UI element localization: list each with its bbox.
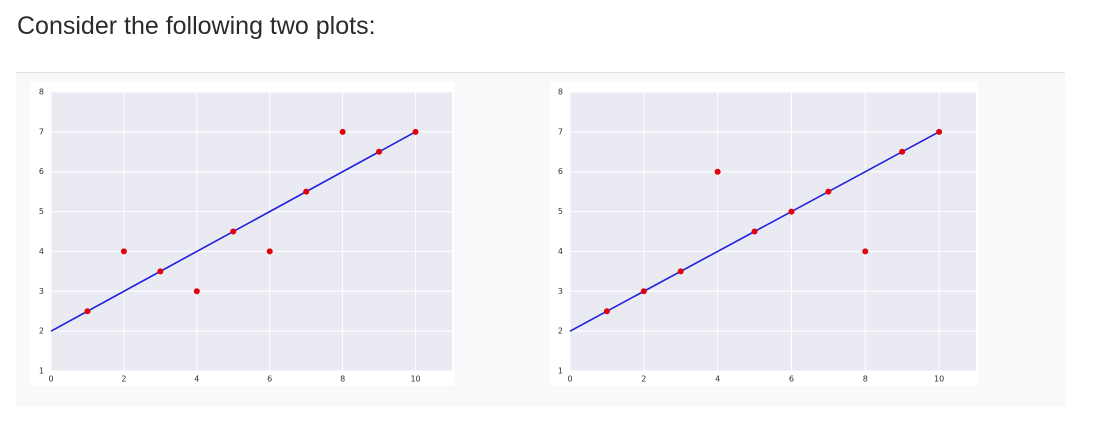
y-tick-label: 8 [39, 88, 44, 97]
chart-card-right: 0 2 4 6 8 10 1 2 3 4 5 6 7 8 [550, 82, 978, 386]
x-tick-label: 10 [934, 375, 944, 384]
y-tick-label: 5 [39, 207, 44, 216]
x-tick-label: 4 [194, 375, 199, 384]
data-point [936, 128, 943, 135]
data-point [899, 148, 906, 155]
data-point [230, 228, 237, 235]
data-point [603, 308, 610, 315]
data-point [825, 188, 832, 195]
data-point [157, 268, 164, 275]
y-tick-label: 5 [558, 207, 563, 216]
y-tick-label: 4 [558, 247, 563, 256]
data-point [120, 248, 127, 255]
x-tick-label: 2 [641, 375, 646, 384]
y-tick-label: 7 [39, 127, 44, 136]
data-point [677, 268, 684, 275]
y-tick-label: 1 [39, 367, 44, 376]
x-tick-label: 6 [789, 375, 794, 384]
data-point [788, 208, 795, 215]
y-tick-label: 6 [39, 167, 44, 176]
data-point [193, 288, 200, 295]
data-point [714, 168, 721, 175]
data-point [303, 188, 310, 195]
data-point [640, 288, 647, 295]
y-tick-label: 8 [558, 88, 563, 97]
y-tick-label: 6 [558, 167, 563, 176]
x-tick-label: 10 [410, 375, 420, 384]
y-tick-label: 7 [558, 127, 563, 136]
y-tick-label: 4 [39, 247, 44, 256]
data-point [412, 128, 419, 135]
x-tick-label: 0 [567, 375, 572, 384]
y-tick-label: 2 [39, 327, 44, 336]
chart-card-left: 0 2 4 6 8 10 1 2 3 4 5 6 7 8 [30, 82, 454, 386]
x-tick-label: 8 [863, 375, 868, 384]
data-point [751, 228, 758, 235]
plot-area [51, 92, 452, 371]
y-tick-label: 1 [558, 367, 563, 376]
y-tick-label: 3 [39, 287, 44, 296]
x-tick-label: 8 [340, 375, 345, 384]
x-tick-label: 0 [48, 375, 53, 384]
plot-area [570, 92, 976, 371]
data-point [862, 248, 869, 255]
x-tick-label: 2 [121, 375, 126, 384]
data-point [339, 128, 346, 135]
x-tick-label: 6 [267, 375, 272, 384]
x-tick-label: 4 [715, 375, 720, 384]
data-point [376, 148, 383, 155]
y-tick-label: 3 [558, 287, 563, 296]
data-point [84, 308, 91, 315]
divider [16, 72, 1065, 73]
data-point [266, 248, 273, 255]
y-tick-label: 2 [558, 327, 563, 336]
page-heading: Consider the following two plots: [17, 12, 376, 40]
